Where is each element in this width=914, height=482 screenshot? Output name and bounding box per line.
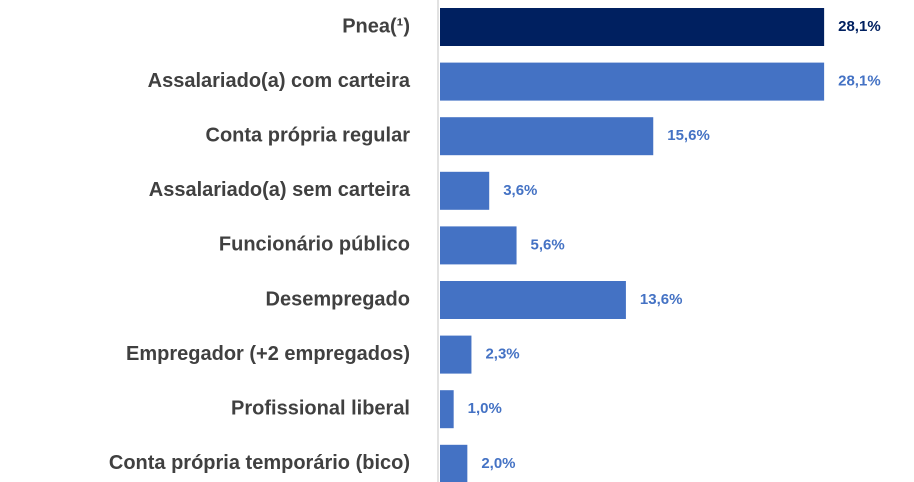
bar: [440, 444, 468, 482]
bar: [440, 171, 490, 210]
category-label: Assalariado(a) com carteira: [148, 70, 411, 92]
category-label: Conta própria regular: [206, 124, 411, 146]
bar: [440, 8, 825, 46]
value-label: 15,6%: [667, 127, 710, 144]
category-label: Desempregado: [266, 288, 411, 310]
bar: [440, 62, 825, 101]
category-label: Profissional liberal: [231, 397, 410, 419]
bar: [440, 226, 517, 265]
bar: [440, 281, 626, 319]
value-label: 5,6%: [531, 236, 565, 253]
category-label: Assalariado(a) sem carteira: [149, 179, 411, 201]
bar: [440, 117, 654, 156]
value-label: 3,6%: [503, 182, 537, 199]
bar: [440, 390, 454, 429]
value-label: 2,0%: [481, 455, 515, 472]
category-label: Pnea(¹): [342, 15, 410, 37]
value-label: 28,1%: [838, 73, 881, 90]
category-label: Funcionário público: [219, 234, 410, 256]
value-label: 28,1%: [838, 18, 881, 35]
value-label: 2,3%: [485, 346, 519, 363]
category-label: Empregador (+2 empregados): [126, 343, 410, 365]
value-label: 1,0%: [468, 400, 502, 417]
bar: [440, 335, 472, 374]
value-label: 13,6%: [640, 291, 683, 308]
category-label: Conta própria temporário (bico): [109, 452, 410, 474]
